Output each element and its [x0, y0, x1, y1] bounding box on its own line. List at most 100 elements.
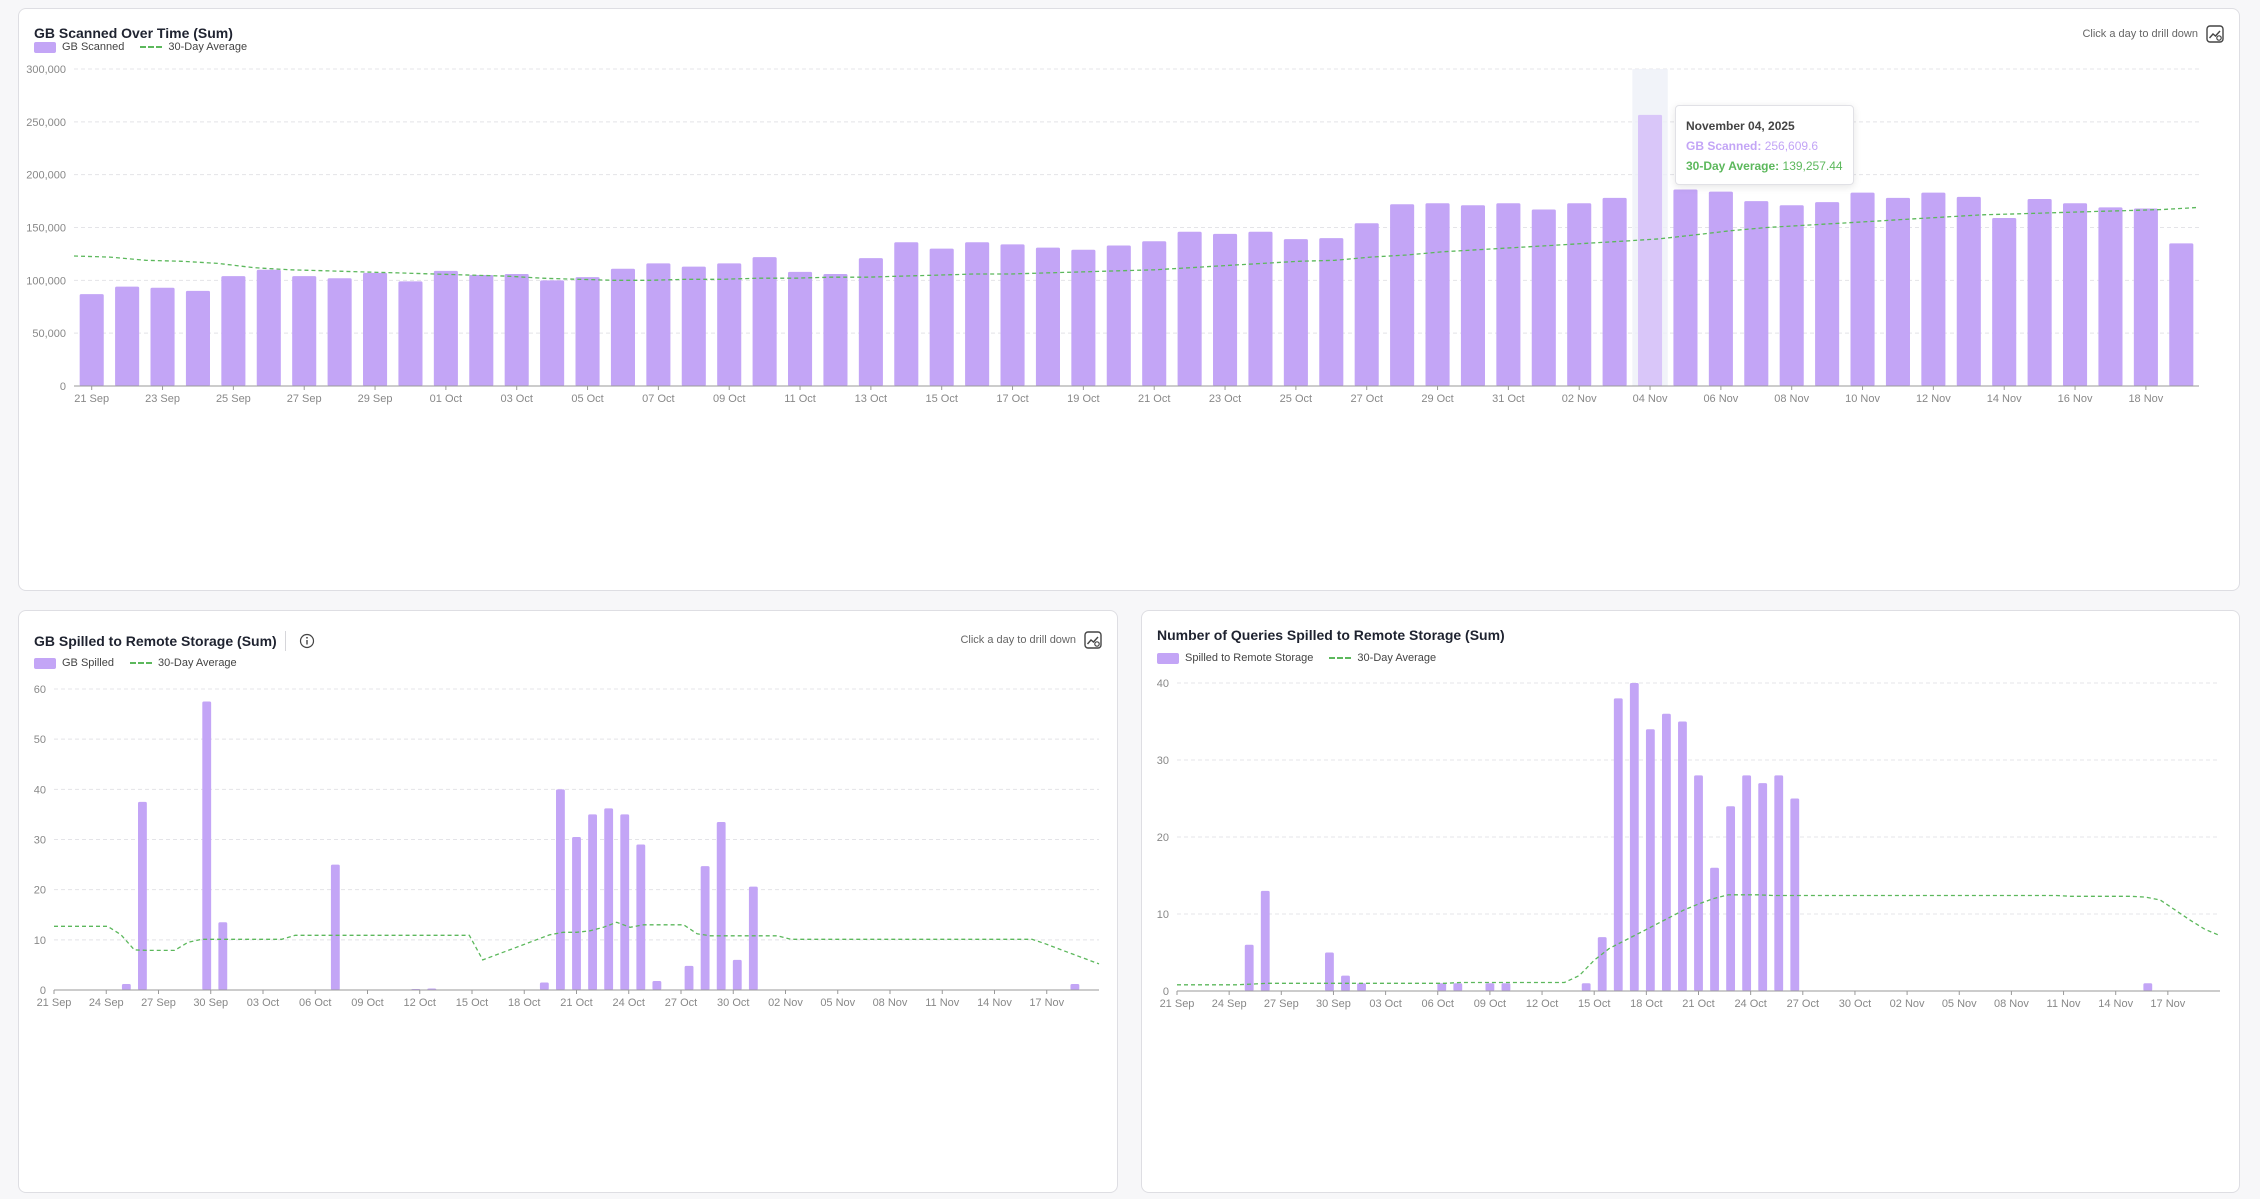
bar[interactable] [202, 701, 212, 990]
queries-spilled-chart[interactable]: 0 10 20 30 40 21 Sep 24 Sep 27 Sep 30 Sep 03 Oct 0… [1142, 611, 2241, 1194]
bar[interactable] [138, 801, 147, 990]
chart-zoom-icon[interactable] [1084, 631, 1102, 649]
bar[interactable] [684, 965, 694, 990]
bar[interactable] [1354, 223, 1379, 386]
bar[interactable] [1000, 244, 1025, 386]
legend-item-bar[interactable]: GB Spilled [34, 657, 114, 669]
drill-down-hint-bl[interactable]: Click a day to drill down [960, 631, 1102, 649]
legend-item-line[interactable]: 30-Day Average [140, 41, 247, 53]
bar[interactable] [218, 922, 228, 990]
bar[interactable] [1319, 238, 1344, 386]
bar[interactable] [1710, 867, 1719, 991]
bar[interactable] [115, 286, 140, 386]
bar[interactable] [572, 836, 581, 990]
chart-zoom-icon[interactable] [2206, 25, 2224, 43]
bar[interactable] [1708, 191, 1733, 386]
bar[interactable] [1726, 806, 1736, 991]
legend-item-line[interactable]: 30-Day Average [129, 657, 237, 669]
bar[interactable] [575, 277, 600, 386]
bar[interactable] [79, 294, 104, 386]
bar[interactable] [1501, 983, 1511, 991]
bar[interactable] [1678, 721, 1687, 992]
bar[interactable] [121, 983, 131, 990]
bar[interactable] [1758, 783, 1768, 991]
bar[interactable] [1613, 698, 1623, 991]
gb-spilled-chart[interactable]: 0 10 20 30 40 50 60 21 Sep 24 Sep 27 Sep 30 Sep 03 … [19, 611, 1119, 1194]
bar[interactable] [1602, 197, 1627, 386]
bar[interactable] [1790, 798, 1800, 992]
bar[interactable] [327, 278, 352, 386]
bar[interactable] [1460, 205, 1485, 386]
bar[interactable] [752, 257, 777, 386]
bar[interactable] [1921, 192, 1946, 386]
legend-item-line[interactable]: 30-Day Average [1329, 652, 1436, 664]
bar[interactable] [1035, 247, 1060, 386]
bar[interactable] [185, 290, 210, 386]
bar[interactable] [1531, 209, 1556, 386]
bar[interactable] [620, 814, 630, 990]
bar[interactable] [1496, 203, 1521, 386]
bar[interactable] [1956, 196, 1981, 386]
bar[interactable] [539, 982, 549, 990]
bar[interactable] [894, 242, 919, 386]
bar[interactable] [1244, 944, 1254, 991]
legend-item-bar[interactable]: Spilled to Remote Storage [1157, 652, 1313, 664]
bar[interactable] [717, 263, 742, 386]
bar[interactable] [858, 258, 883, 386]
bar[interactable] [1260, 890, 1270, 991]
legend-item-bar[interactable]: GB Scanned [34, 41, 124, 53]
bar[interactable] [965, 242, 990, 386]
bar[interactable] [330, 864, 340, 990]
bar[interactable] [1283, 239, 1308, 386]
bar[interactable] [2169, 243, 2194, 386]
drill-down-hint-top[interactable]: Click a day to drill down [2082, 25, 2224, 43]
bar[interactable] [221, 276, 246, 386]
bar[interactable] [2098, 207, 2123, 386]
bar[interactable] [1425, 203, 1450, 386]
bar[interactable] [929, 248, 954, 386]
bar[interactable] [292, 276, 317, 386]
bar[interactable] [1177, 231, 1202, 386]
bar[interactable] [1485, 983, 1495, 991]
bar[interactable] [1661, 713, 1671, 991]
bar[interactable] [1744, 201, 1769, 386]
gb-scanned-chart[interactable]: 0 50,000 100,000 150,000 200,000 250,000 300,0… [19, 9, 2241, 592]
bar[interactable] [636, 844, 646, 990]
bar[interactable] [1567, 203, 1592, 386]
bar[interactable] [2143, 983, 2153, 991]
bar[interactable] [1453, 983, 1463, 991]
bar[interactable] [1742, 775, 1752, 991]
bar[interactable] [1629, 683, 1639, 991]
bar[interactable] [1213, 233, 1238, 386]
bar[interactable] [1774, 775, 1784, 991]
bar[interactable] [1071, 249, 1096, 386]
bar[interactable] [504, 273, 529, 386]
bar[interactable] [1779, 205, 1804, 386]
bar[interactable] [610, 268, 635, 386]
bar[interactable] [1850, 192, 1875, 386]
bar[interactable] [433, 270, 458, 386]
bar[interactable] [1645, 729, 1655, 991]
bar[interactable] [716, 821, 726, 990]
bar[interactable] [2063, 203, 2088, 386]
bar[interactable] [2133, 208, 2158, 386]
bar[interactable] [2027, 198, 2052, 386]
bar[interactable] [588, 814, 597, 990]
bar[interactable] [1694, 775, 1703, 991]
bar[interactable] [732, 959, 742, 990]
bar[interactable] [1357, 983, 1366, 991]
bar[interactable] [1885, 197, 1910, 386]
bar[interactable] [540, 280, 565, 386]
bar[interactable] [1325, 952, 1334, 992]
bar[interactable] [363, 272, 388, 386]
bar[interactable] [556, 789, 565, 990]
bar[interactable] [1106, 245, 1131, 386]
bar[interactable] [1390, 204, 1415, 386]
bar[interactable] [1992, 217, 2017, 386]
bar[interactable] [700, 866, 710, 990]
bar[interactable] [1597, 937, 1607, 991]
bar[interactable] [150, 287, 175, 386]
bar[interactable] [646, 263, 671, 386]
bar[interactable] [1248, 231, 1273, 386]
bar[interactable] [788, 271, 813, 386]
